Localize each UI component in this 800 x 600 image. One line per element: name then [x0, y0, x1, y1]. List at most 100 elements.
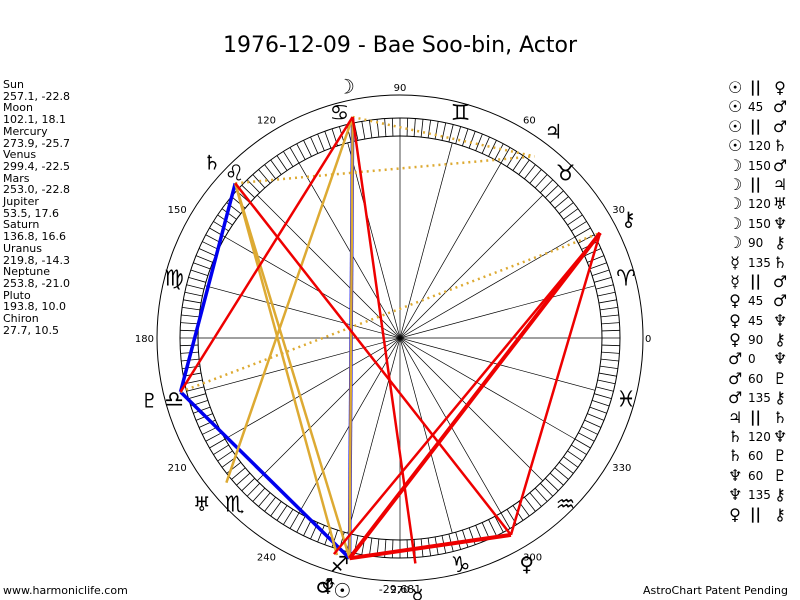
degree-tick — [554, 196, 569, 209]
degree-tick — [584, 248, 602, 257]
sun-glyph: ☉ — [333, 578, 351, 600]
degree-tick — [574, 227, 591, 238]
degree-tick — [540, 179, 554, 193]
zodiac-sign-glyph: ♓ — [616, 388, 636, 413]
degree-tick — [276, 155, 288, 171]
degree-label: 330 — [612, 463, 631, 474]
degree-tick — [494, 516, 504, 533]
aspect-planet-b: ⚷ — [774, 388, 786, 408]
aspect-planet-a: ♀ — [729, 291, 741, 311]
aspect-planet-a: ☽ — [728, 155, 743, 175]
degree-tick — [494, 143, 504, 160]
degree-tick — [183, 299, 202, 304]
planet-positions-list: Sun 257.1, -22.8 Moon 102.1, 18.1 Mercury 273… — [3, 79, 70, 336]
degree-tick — [600, 314, 619, 318]
degree-tick — [549, 472, 564, 486]
degree-label: 0 — [645, 334, 651, 345]
aspect-planet-b: ♃ — [772, 174, 788, 194]
aspect-planet-b: ♄ — [772, 136, 788, 156]
degree-tick — [488, 140, 497, 157]
degree-tick — [563, 456, 579, 468]
degree-tick — [264, 164, 276, 180]
planet-name: Moon — [3, 101, 33, 115]
aspect-planet-b: ♆ — [772, 427, 788, 447]
pluto-glyph: ♇ — [140, 389, 158, 413]
degree-tick — [213, 221, 229, 232]
planet-coordinates: 136.8, 16.6 — [3, 230, 66, 244]
degree-tick — [597, 379, 616, 385]
footer-patent-note: AstroChart Patent Pending — [642, 584, 788, 597]
aspect-line — [179, 390, 351, 560]
zodiac-sign-glyph: ♈ — [616, 266, 636, 291]
aspect-symbol: 60 — [748, 449, 764, 464]
aspect-row: ♂ 135 ⚷ — [728, 388, 798, 407]
footer-website[interactable]: www.harmoniclife.com — [3, 584, 128, 597]
aspect-symbol: 45 — [748, 294, 764, 309]
aspect-row: ☉ || ♂ — [728, 117, 798, 136]
degree-tick — [468, 131, 476, 149]
degree-tick — [567, 450, 583, 462]
uranus-glyph: ♅ — [193, 492, 211, 516]
planet-name: Venus — [3, 148, 37, 162]
degree-tick — [427, 120, 432, 139]
degree-tick — [518, 159, 530, 175]
zodiac-sign-glyph: ♒ — [556, 492, 576, 517]
degree-tick — [529, 169, 542, 184]
degree-tick — [571, 444, 587, 455]
degree-tick — [455, 126, 462, 144]
aspect-planet-a: ☉ — [728, 78, 743, 97]
neptune-glyph: ♆ — [319, 575, 337, 599]
aspect-planet-b: ⚷ — [774, 233, 786, 253]
degree-tick — [524, 164, 536, 180]
aspect-symbol: 150 — [748, 216, 771, 231]
degree-tick — [534, 487, 548, 502]
degree-tick — [462, 529, 469, 548]
aspect-line — [178, 182, 237, 393]
planet-name: Mercury — [3, 124, 48, 138]
aspect-planet-b: ♆ — [772, 310, 788, 330]
aspect-symbol: || — [750, 78, 761, 96]
planet-name: Pluto — [3, 288, 31, 302]
jupiter-glyph: ♃ — [544, 120, 562, 144]
aspect-planet-a: ☽ — [728, 194, 743, 214]
degree-tick — [475, 133, 483, 151]
degree-label: 210 — [168, 463, 187, 474]
degree-tick — [594, 276, 612, 283]
degree-tick — [554, 467, 569, 480]
aspect-row: ☽ 150 ♂ — [728, 156, 798, 175]
aspect-symbol: 120 — [748, 197, 771, 212]
degree-tick — [384, 118, 387, 137]
degree-tick — [188, 393, 206, 400]
degree-tick — [221, 208, 237, 220]
aspect-row: ☽ 120 ♅ — [728, 194, 798, 213]
degree-tick — [195, 255, 213, 263]
moon-glyph: ☽ — [337, 75, 355, 99]
aspect-planet-a: ☉ — [728, 116, 743, 136]
degree-tick — [599, 306, 618, 311]
venus-glyph: ♀ — [519, 552, 534, 576]
aspect-planet-a: ♀ — [729, 310, 741, 330]
degree-tick — [589, 262, 607, 270]
degree-tick — [188, 276, 206, 283]
aspect-row: ☉ 45 ♂ — [728, 97, 798, 116]
aspect-row: ♀ || ⚷ — [728, 505, 798, 524]
aspect-line — [351, 116, 417, 564]
degree-tick — [241, 478, 255, 492]
zodiac-sign-glyph: ♍ — [164, 266, 184, 291]
degree-tick — [276, 505, 288, 521]
aspect-planet-b: ♅ — [772, 194, 788, 214]
degree-tick — [296, 143, 306, 160]
aspect-row: ♄ 60 ♇ — [728, 446, 798, 465]
degree-tick — [258, 492, 271, 507]
degree-tick — [246, 179, 260, 193]
planet-coordinates: 193.8, 10.0 — [3, 300, 66, 314]
aspect-planet-b: ♂ — [772, 291, 788, 311]
aspect-planet-b: ♄ — [772, 407, 788, 427]
aspect-row: ♀ 90 ⚷ — [728, 330, 798, 349]
degree-tick — [595, 386, 614, 392]
degree-tick — [587, 255, 605, 263]
degree-tick — [406, 118, 409, 137]
aspect-planet-a: ♀ — [729, 504, 741, 524]
degree-label: 240 — [257, 552, 276, 563]
planet-coordinates: 219.8, -14.3 — [3, 253, 70, 267]
